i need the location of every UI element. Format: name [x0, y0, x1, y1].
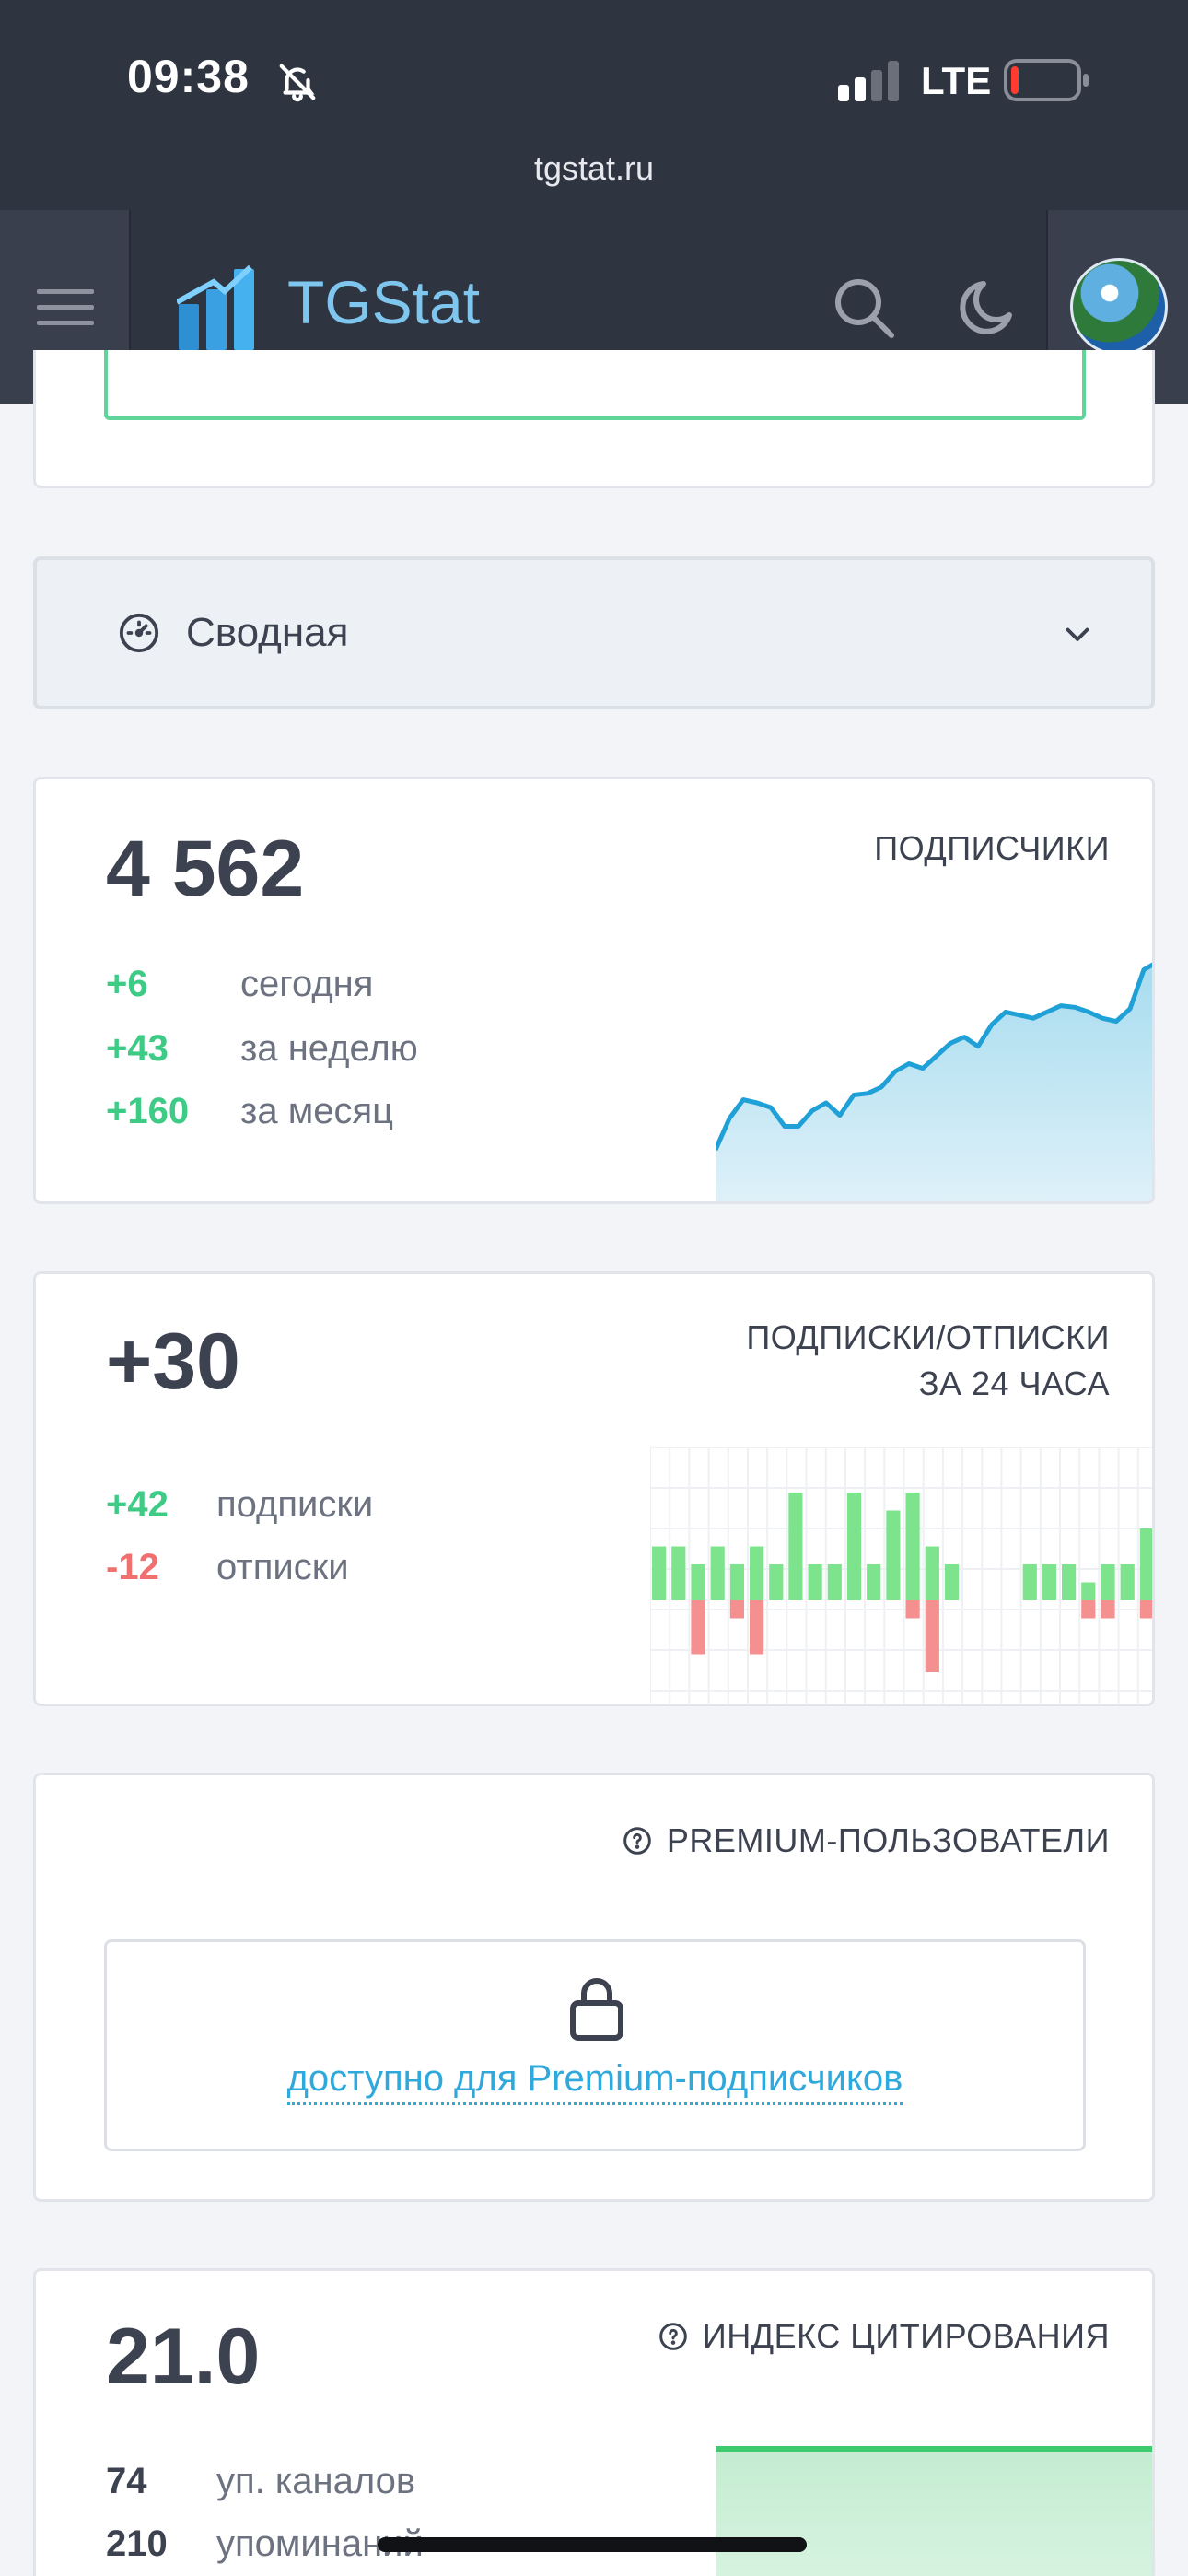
- bar-subscribe: [867, 1564, 881, 1600]
- chevron-down-icon: [1066, 627, 1089, 641]
- bar-subscribe: [729, 1564, 744, 1600]
- premium-link[interactable]: доступно для Premium-подписчиков: [286, 2058, 903, 2105]
- bar-subscribe: [750, 1546, 764, 1600]
- bar-subscribe: [691, 1564, 705, 1600]
- bar-unsubscribe: [905, 1600, 920, 1619]
- bar-subscribe: [827, 1564, 842, 1600]
- bar-subscribe: [925, 1546, 939, 1600]
- status-time: 09:38: [127, 51, 250, 102]
- citation-label-wrap: ИНДЕКС ЦИТИРОВАНИЯ: [658, 2313, 1110, 2359]
- bar-unsubscribe: [1101, 1600, 1115, 1619]
- bar-subscribe: [846, 1493, 862, 1600]
- bar-subscribe: [1139, 1528, 1152, 1600]
- bar-unsubscribe: [729, 1600, 744, 1619]
- subscribers-count: 4 562: [106, 825, 305, 913]
- logo-icon[interactable]: [177, 262, 267, 352]
- bar-subscribe: [1062, 1564, 1077, 1600]
- top-card-inner: [104, 350, 1086, 420]
- top-card: [33, 350, 1155, 488]
- brand-name[interactable]: TGStat: [287, 268, 481, 336]
- stat-value: 74: [106, 2461, 147, 2501]
- stat-label: сегодня: [240, 964, 374, 1004]
- bar-subscribe: [769, 1564, 784, 1600]
- gauge-icon: [119, 613, 159, 653]
- premium-label-wrap: PREMIUM-ПОЛЬЗОВАТЕЛИ: [623, 1818, 1110, 1864]
- bar-subscribe: [652, 1546, 667, 1600]
- stat-label: за неделю: [240, 1028, 418, 1069]
- bar-subscribe: [710, 1546, 725, 1600]
- stat-label: за месяц: [240, 1091, 394, 1131]
- bar-subscribe: [671, 1546, 686, 1600]
- bar-unsubscribe: [1081, 1600, 1096, 1619]
- bar-unsubscribe: [750, 1600, 764, 1655]
- bar-subscribe: [886, 1510, 901, 1600]
- subs-flow-card[interactable]: +30 ПОДПИСКИ/ОТПИСКИ ЗА 24 ЧАСА +42 подп…: [33, 1271, 1155, 1706]
- bar-subscribe: [1101, 1564, 1115, 1600]
- bar-subscribe: [1120, 1564, 1135, 1600]
- subscribers-label: ПОДПИСЧИКИ: [874, 829, 1110, 867]
- help-icon[interactable]: [623, 1826, 652, 1856]
- help-icon[interactable]: [658, 2322, 688, 2351]
- sparkline-line: [716, 962, 1152, 1152]
- signal-icon: [838, 61, 899, 101]
- network-type: LTE: [921, 59, 992, 102]
- citation-index: 21.0: [106, 2313, 261, 2401]
- citation-area-chart: [716, 2446, 1152, 2576]
- stat-label: подписки: [216, 1484, 374, 1525]
- stat-value: +42: [106, 1484, 169, 1525]
- battery-low-icon: [1004, 59, 1089, 101]
- flow-bar-chart: [650, 1447, 1152, 1704]
- summary-dropdown[interactable]: Сводная: [33, 556, 1155, 709]
- stat-label: отписки: [216, 1547, 349, 1587]
- net-change: +30: [106, 1317, 240, 1406]
- stat-value: 210: [106, 2523, 168, 2564]
- stat-label: уп. каналов: [216, 2461, 416, 2501]
- premium-label: PREMIUM-ПОЛЬЗОВАТЕЛИ: [666, 1821, 1110, 1859]
- sparkline-area: [716, 965, 1152, 1201]
- search-icon[interactable]: [831, 275, 897, 341]
- flow-label-line2: ЗА 24 ЧАСА: [918, 1364, 1110, 1402]
- bell-muted-icon: [279, 64, 316, 102]
- moon-icon[interactable]: [954, 275, 1020, 341]
- stat-value: -12: [106, 1547, 159, 1587]
- bar-unsubscribe: [925, 1600, 939, 1672]
- dropdown-label: Сводная: [186, 610, 349, 655]
- premium-card: PREMIUM-ПОЛЬЗОВАТЕЛИ доступно для Premiu…: [33, 1773, 1155, 2202]
- flow-label-line1: ПОДПИСКИ/ОТПИСКИ: [746, 1318, 1110, 1356]
- bar-subscribe: [788, 1493, 803, 1600]
- stat-value: +160: [106, 1091, 190, 1131]
- bar-unsubscribe: [1139, 1600, 1152, 1619]
- bar-unsubscribe: [691, 1600, 705, 1655]
- subscribers-card[interactable]: 4 562 ПОДПИСЧИКИ +6 сегодня +43 за недел…: [33, 777, 1155, 1204]
- flow-label: ПОДПИСКИ/ОТПИСКИ ЗА 24 ЧАСА: [746, 1315, 1110, 1407]
- stat-value: +6: [106, 964, 148, 1004]
- citation-label: ИНДЕКС ЦИТИРОВАНИЯ: [702, 2317, 1110, 2355]
- bar-subscribe: [1022, 1564, 1037, 1600]
- bar-subscribe: [1081, 1582, 1096, 1600]
- status-bar: 09:38 LTE tgstat.ru: [0, 0, 1188, 210]
- menu-icon: [37, 289, 94, 325]
- avatar[interactable]: [1070, 258, 1168, 356]
- bar-subscribe: [808, 1564, 822, 1600]
- bar-subscribe: [1042, 1564, 1056, 1600]
- url-label[interactable]: tgstat.ru: [533, 149, 655, 187]
- subscribers-sparkline: [716, 962, 1152, 1201]
- stat-value: +43: [106, 1028, 169, 1069]
- premium-locked-box[interactable]: доступно для Premium-подписчиков: [104, 1939, 1086, 2151]
- home-indicator[interactable]: [378, 2537, 807, 2552]
- lock-icon: [570, 1978, 623, 2041]
- bar-subscribe: [905, 1493, 920, 1600]
- bar-subscribe: [944, 1564, 960, 1600]
- citation-card[interactable]: 21.0 ИНДЕКС ЦИТИРОВАНИЯ 74 уп. каналов 2…: [33, 2268, 1155, 2576]
- premium-link-wrap: доступно для Premium-подписчиков: [107, 2058, 1083, 2105]
